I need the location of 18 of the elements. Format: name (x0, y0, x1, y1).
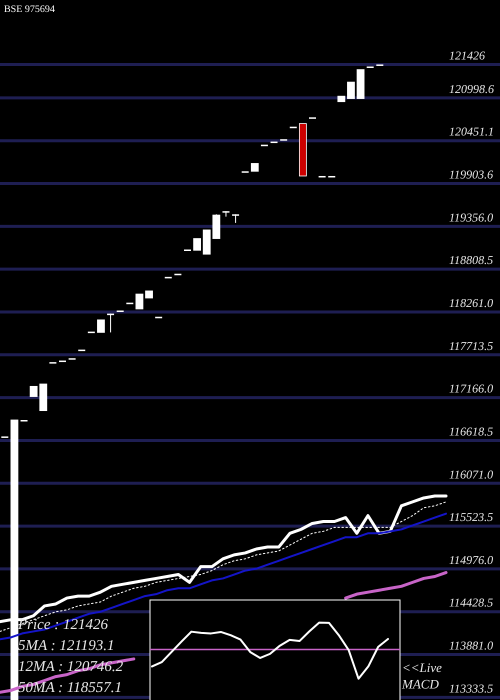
y-tick-label: 114976.0 (449, 552, 494, 567)
y-tick-label: 121426 (449, 48, 485, 62)
y-tick-label: 120451.1 (449, 124, 494, 139)
y-tick-label: 115523.5 (449, 510, 494, 524)
y-tick-label: 117713.5 (449, 338, 494, 353)
y-tick-label: 117166.0 (449, 382, 494, 396)
y-tick-label: 113333.5 (449, 681, 494, 696)
y-tick-label: 114428.5 (449, 596, 494, 610)
y-tick-label: 119903.6 (449, 168, 494, 182)
chart-title: BSE 975694 (4, 4, 55, 15)
y-tick-label: 118261.0 (449, 296, 494, 310)
y-tick-label: 120998.6 (449, 82, 494, 96)
y-tick-label: 116071.0 (449, 467, 494, 482)
y-tick-label: 116618.5 (449, 424, 494, 438)
y-tick-label: 118808.5 (449, 253, 494, 268)
y-tick-label: 113881.0 (449, 638, 494, 653)
annotation: <<Live MACD (401, 660, 442, 692)
y-tick-label: 119356.0 (449, 210, 494, 224)
